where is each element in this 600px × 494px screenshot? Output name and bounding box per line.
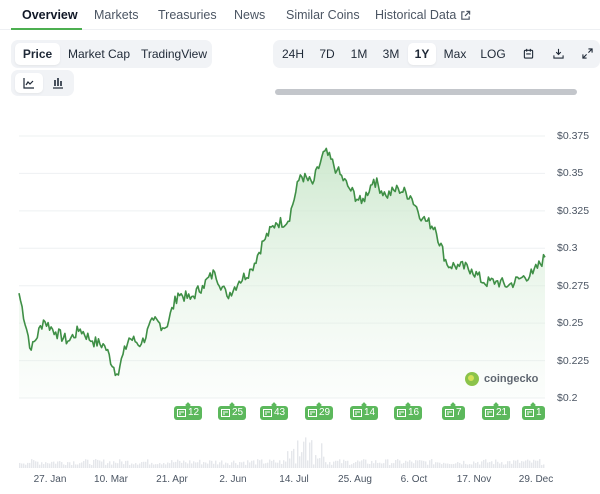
price-tab[interactable]: Price <box>15 43 60 65</box>
x-tick: 10. Mar <box>94 474 128 485</box>
range-1y[interactable]: 1Y <box>408 43 436 65</box>
y-tick: $0.3 <box>557 242 578 254</box>
tab-similar-coins[interactable]: Similar Coins <box>286 8 360 22</box>
newspaper-icon <box>221 409 230 417</box>
tab-historical-data[interactable]: Historical Data <box>375 8 471 22</box>
download-icon <box>552 48 564 59</box>
range-7d[interactable]: 7D <box>319 47 335 61</box>
tab-historical-data-label: Historical Data <box>375 8 457 22</box>
watermark-text: coingecko <box>484 373 539 385</box>
tab-markets[interactable]: Markets <box>94 8 139 22</box>
expand-icon <box>581 48 593 59</box>
line-chart-icon <box>23 78 34 89</box>
market-cap-tab[interactable]: Market Cap <box>67 47 131 61</box>
news-count: 16 <box>408 407 420 418</box>
x-tick: 2. Jun <box>219 474 247 485</box>
news-badge[interactable]: 14 <box>350 406 379 420</box>
news-badge[interactable]: 21 <box>482 406 511 420</box>
news-badge[interactable]: 1 <box>522 406 545 420</box>
y-tick: $0.275 <box>557 280 590 292</box>
candlestick-chart-button[interactable] <box>45 73 71 93</box>
calendar-icon <box>523 48 533 59</box>
x-tick: 27. Jan <box>33 474 67 485</box>
tab-overview[interactable]: Overview <box>22 8 78 22</box>
external-link-icon <box>461 10 471 20</box>
x-tick: 29. Dec <box>518 474 554 485</box>
line-chart-button[interactable] <box>15 73 43 93</box>
range-scrollbar[interactable] <box>273 88 600 96</box>
tab-news[interactable]: News <box>234 8 266 22</box>
newspaper-icon <box>397 409 406 417</box>
range-24h[interactable]: 24H <box>281 47 304 61</box>
newspaper-icon <box>263 409 272 417</box>
x-tick: 6. Oct <box>400 474 428 485</box>
coingecko-logo-icon <box>465 372 479 386</box>
price-area-fill <box>19 148 545 398</box>
download-button[interactable] <box>546 43 570 65</box>
range-1m[interactable]: 1M <box>350 47 368 61</box>
calendar-button[interactable] <box>516 43 540 65</box>
fullscreen-button[interactable] <box>575 43 599 65</box>
newspaper-icon <box>353 409 362 417</box>
newspaper-icon <box>485 409 494 417</box>
range-scrollbar-thumb[interactable] <box>275 89 577 95</box>
news-badge[interactable]: 43 <box>260 406 289 420</box>
newspaper-icon <box>525 409 534 417</box>
newspaper-icon <box>445 409 454 417</box>
news-badge[interactable]: 7 <box>442 406 465 420</box>
y-tick: $0.35 <box>557 167 584 179</box>
range-3m[interactable]: 3M <box>382 47 400 61</box>
y-tick: $0.375 <box>557 130 590 142</box>
x-tick: 25. Aug <box>338 474 372 485</box>
news-count: 21 <box>496 407 508 418</box>
tab-treasuries[interactable]: Treasuries <box>158 8 217 22</box>
news-badge[interactable]: 29 <box>305 406 334 420</box>
tradingview-tab[interactable]: TradingView <box>140 47 208 61</box>
news-count: 43 <box>274 407 286 418</box>
y-tick: $0.25 <box>557 317 584 329</box>
range-max[interactable]: Max <box>443 47 467 61</box>
coingecko-watermark: coingecko <box>465 372 538 386</box>
news-count: 1 <box>536 407 542 418</box>
news-count: 12 <box>188 407 200 418</box>
news-badge[interactable]: 16 <box>394 406 423 420</box>
newspaper-icon <box>177 409 186 417</box>
y-tick: $0.225 <box>557 355 590 367</box>
newspaper-icon <box>308 409 317 417</box>
news-count: 7 <box>456 407 462 418</box>
price-line <box>18 147 546 377</box>
log-toggle[interactable]: LOG <box>480 47 506 61</box>
news-badge[interactable]: 12 <box>174 406 203 420</box>
active-tab-indicator <box>11 28 82 30</box>
y-tick: $0.2 <box>557 392 578 404</box>
news-count: 29 <box>319 407 331 418</box>
x-tick: 21. Apr <box>156 474 188 485</box>
news-count: 14 <box>364 407 376 418</box>
news-count: 25 <box>232 407 244 418</box>
x-tick: 14. Jul <box>279 474 309 485</box>
range-selector: 24H 7D 1M 3M 1Y Max LOG <box>273 40 600 68</box>
chart-type-selector: Price Market Cap TradingView <box>11 40 212 68</box>
top-nav: Overview Markets Treasuries News Similar… <box>0 0 600 30</box>
candlestick-chart-icon <box>53 78 63 89</box>
chart-style-toggle <box>11 70 74 96</box>
volume-bars <box>19 437 545 468</box>
news-badge[interactable]: 25 <box>218 406 247 420</box>
x-tick: 17. Nov <box>456 474 492 485</box>
y-tick: $0.325 <box>557 205 590 217</box>
